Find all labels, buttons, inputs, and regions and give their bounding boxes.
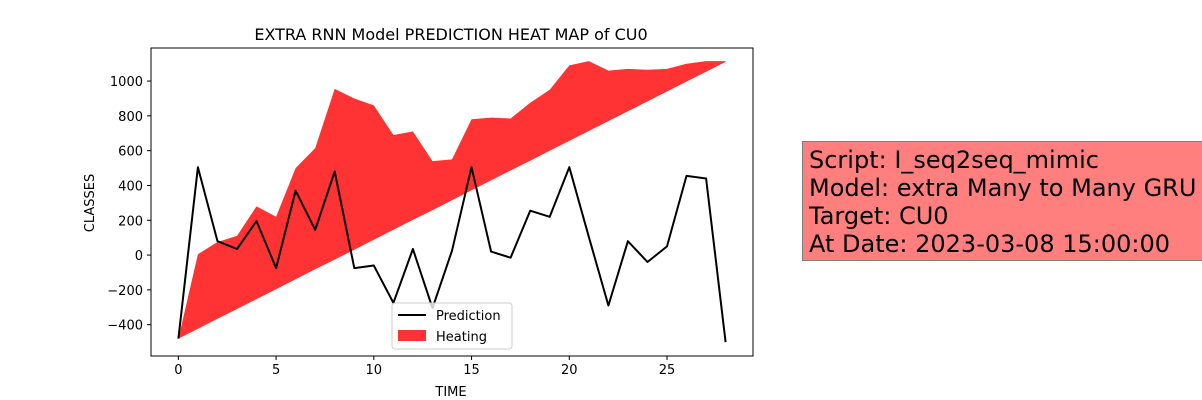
x-tick-label: 0: [174, 363, 182, 378]
x-axis-label: TIME: [434, 385, 466, 400]
legend: Prediction Heating: [391, 302, 513, 350]
y-tick-label: −400: [107, 319, 143, 334]
info-model-line: Model: extra Many to Many GRU: [809, 174, 1197, 202]
info-date-line: At Date: 2023-03-08 15:00:00: [809, 230, 1171, 258]
prediction-line: [177, 166, 727, 343]
chart-title: EXTRA RNN Model PREDICTION HEAT MAP of C…: [254, 25, 647, 44]
x-tick-label: 20: [561, 363, 578, 378]
y-axis-label: CLASSES: [83, 174, 98, 232]
y-tick-label: 400: [118, 179, 143, 194]
plot-area: [177, 61, 727, 343]
x-tick-label: 10: [366, 363, 383, 378]
y-tick-label: 200: [118, 214, 143, 229]
legend-heating-swatch: [398, 330, 426, 341]
y-tick-label: −200: [107, 284, 143, 299]
y-tick-label: 600: [118, 145, 143, 160]
axes: 0 5 10 15 20 25 −400 −200 0 200 400 600 800 1000: [107, 47, 754, 378]
y-tick-label: 1000: [110, 75, 143, 90]
info-target-line: Target: CU0: [809, 202, 949, 230]
x-tick-label: 5: [272, 363, 280, 378]
info-box: Script: I_seq2seq_mimic Model: extra Man…: [802, 141, 1202, 261]
info-script-line: Script: I_seq2seq_mimic: [809, 146, 1099, 174]
heating-area: [178, 61, 726, 339]
x-tick-label: 15: [463, 363, 480, 378]
axes-frame: [150, 47, 754, 357]
x-tick-label: 25: [659, 363, 676, 378]
y-tick-label: 0: [135, 249, 143, 264]
legend-heating-label: Heating: [436, 330, 487, 345]
legend-prediction-label: Prediction: [436, 309, 501, 324]
y-tick-label: 800: [118, 110, 143, 125]
